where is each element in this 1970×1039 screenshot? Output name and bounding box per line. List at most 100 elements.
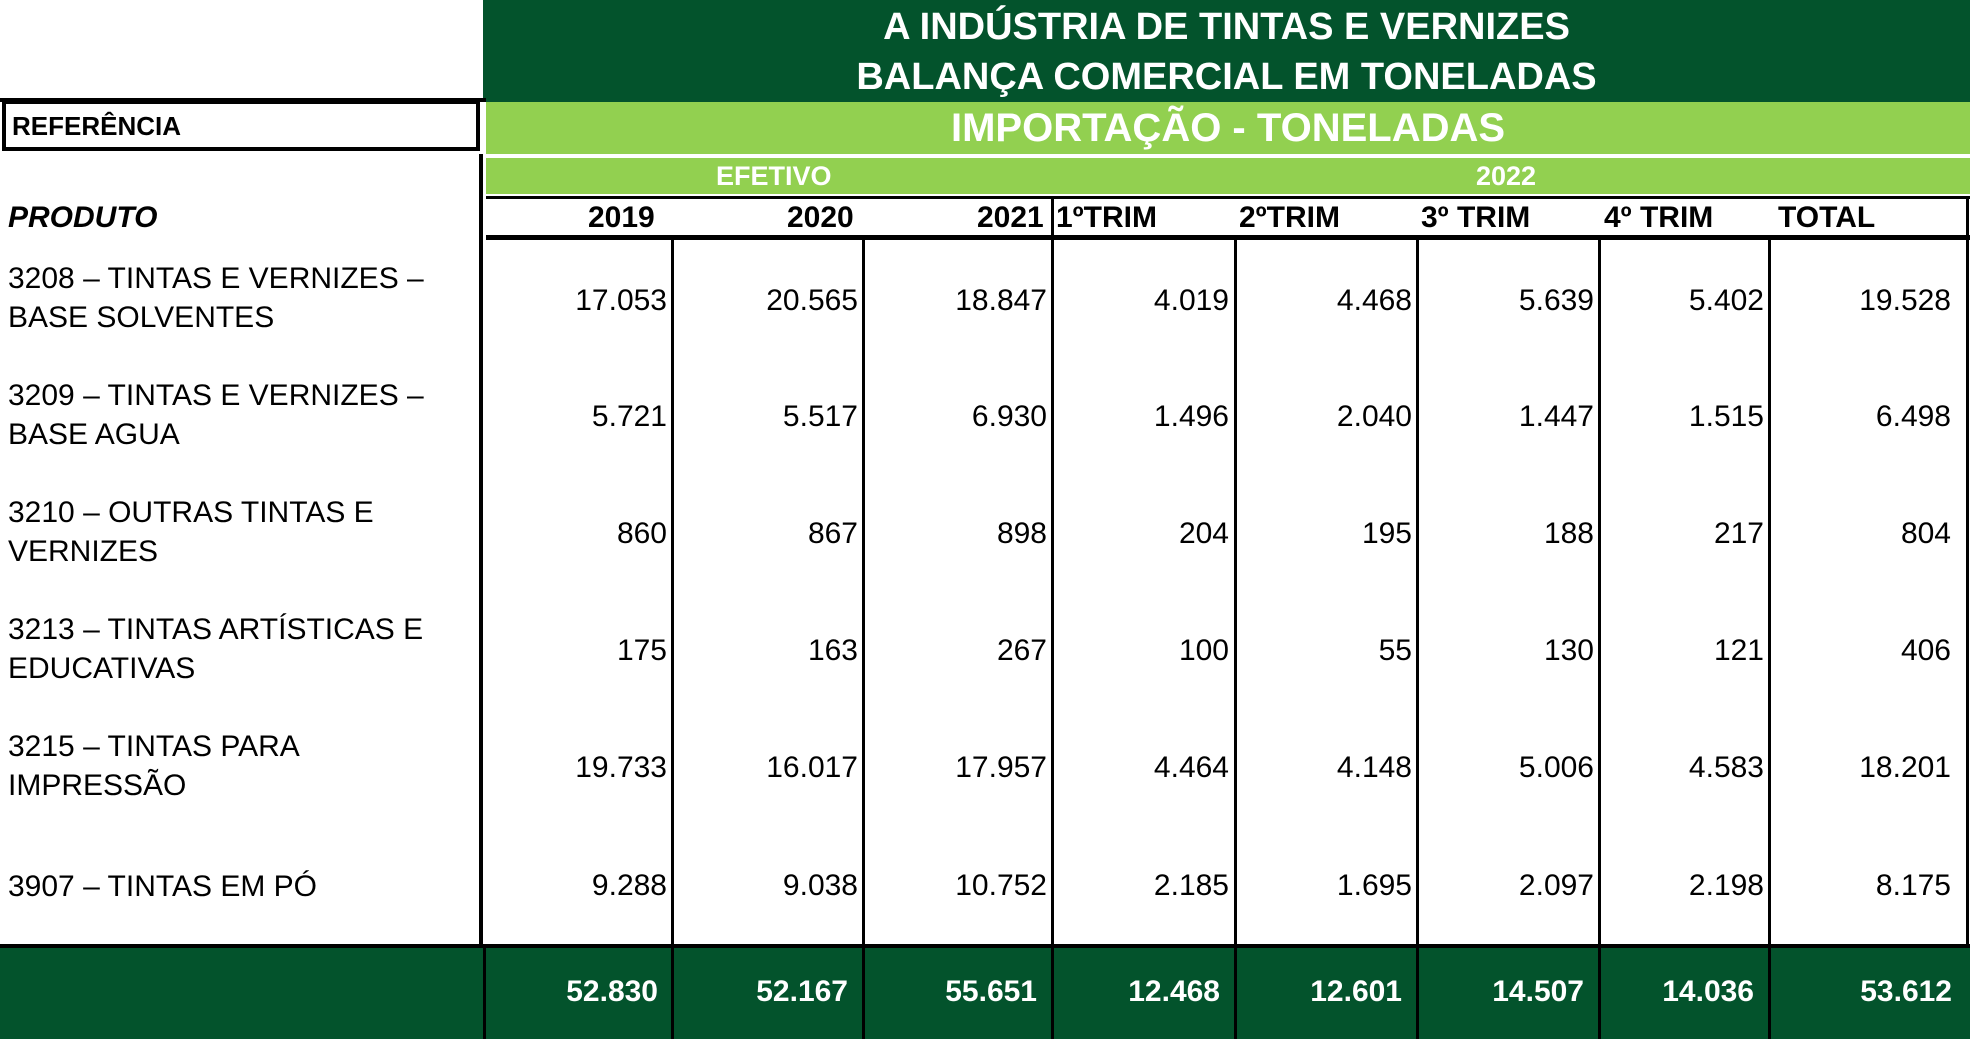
- column-divider: [1051, 198, 1054, 944]
- table-cell: 175: [616, 634, 667, 667]
- table-row-label: 3210 – OUTRAS TINTAS E VERNIZES: [8, 493, 468, 571]
- table-cell: 5.402: [1688, 284, 1764, 317]
- title-line-1: A INDÚSTRIA DE TINTAS E VERNIZES: [883, 6, 1570, 48]
- column-divider: [1234, 944, 1237, 1039]
- table-cell: 4.583: [1688, 751, 1764, 784]
- table-cell: 9.038: [782, 869, 858, 902]
- title-line-2: BALANÇA COMERCIAL EM TONELADAS: [856, 56, 1597, 98]
- column-header-q4: 4º TRIM: [1604, 201, 1714, 234]
- column-header-q2: 2ºTRIM: [1239, 201, 1340, 234]
- table-cell: 4.148: [1336, 751, 1412, 784]
- table-row-label: 3215 – TINTAS PARA IMPRESSÃO: [8, 727, 468, 805]
- column-divider: [862, 240, 865, 944]
- total-cell: 12.601: [1310, 975, 1402, 1008]
- table-cell: 217: [1713, 517, 1764, 550]
- table-row-label: 3208 – TINTAS E VERNIZES – BASE SOLVENTE…: [8, 259, 468, 337]
- table-cell: 8.175: [1875, 869, 1951, 902]
- table-cell: 204: [1178, 517, 1229, 550]
- product-name-line-2: BASE SOLVENTES: [8, 301, 275, 334]
- table-cell: 9.288: [591, 869, 667, 902]
- product-name-line-1: 3210 – OUTRAS TINTAS E: [8, 496, 374, 529]
- column-divider: [1234, 240, 1237, 944]
- table-title: A INDÚSTRIA DE TINTAS E VERNIZES BALANÇA…: [483, 0, 1970, 102]
- table-cell: 4.468: [1336, 284, 1412, 317]
- column-header-q3: 3º TRIM: [1421, 201, 1531, 234]
- table-cell: 860: [616, 517, 667, 550]
- table-cell: 1.496: [1153, 400, 1229, 433]
- column-divider: [1768, 240, 1771, 944]
- section-header: IMPORTAÇÃO - TONELADAS: [486, 102, 1970, 154]
- table-cell: 1.515: [1688, 400, 1764, 433]
- period-year-label: 2022: [1476, 161, 1537, 191]
- table-cell: 898: [996, 517, 1047, 550]
- table-cell: 10.752: [955, 869, 1047, 902]
- product-name-line-2: IMPRESSÃO: [8, 769, 187, 802]
- table-cell: 2.097: [1518, 869, 1594, 902]
- table-cell: 121: [1713, 634, 1764, 667]
- column-header-2019: 2019: [588, 201, 655, 234]
- column-divider: [1051, 944, 1054, 1039]
- table-row-label: 3209 – TINTAS E VERNIZES – BASE AGUA: [8, 376, 468, 454]
- product-name-line-2: EDUCATIVAS: [8, 652, 196, 685]
- total-cell: 55.651: [945, 975, 1037, 1008]
- period-efetivo-label: EFETIVO: [716, 161, 832, 191]
- table-cell: 55: [1378, 634, 1412, 667]
- table-cell: 195: [1361, 517, 1412, 550]
- table-cell: 4.019: [1153, 284, 1229, 317]
- product-name-line-1: 3208 – TINTAS E VERNIZES –: [8, 262, 424, 295]
- table-cell: 2.198: [1688, 869, 1764, 902]
- total-cell: 52.167: [756, 975, 848, 1008]
- product-name-line-1: 3209 – TINTAS E VERNIZES –: [8, 379, 424, 412]
- table-cell: 5.639: [1518, 284, 1594, 317]
- column-divider: [1598, 944, 1601, 1039]
- product-column-header: PRODUTO: [8, 201, 158, 234]
- table-cell: 804: [1900, 517, 1951, 550]
- column-header-q1: 1ºTRIM: [1056, 201, 1157, 234]
- product-name-line-2: VERNIZES: [8, 535, 159, 568]
- column-divider: [671, 240, 674, 944]
- table-cell: 18.201: [1859, 751, 1951, 784]
- total-cell: 53.612: [1860, 975, 1952, 1008]
- column-divider: [483, 944, 486, 1039]
- product-name-line-1: 3215 – TINTAS PARA: [8, 730, 300, 763]
- product-column: [0, 154, 483, 944]
- product-name-line-2: BASE AGUA: [8, 418, 180, 451]
- table-cell: 5.721: [591, 400, 667, 433]
- total-cell: 14.036: [1662, 975, 1754, 1008]
- column-divider: [1768, 944, 1771, 1039]
- table-cell: 406: [1900, 634, 1951, 667]
- table-cell: 19.528: [1859, 284, 1951, 317]
- product-name-line-1: 3213 – TINTAS ARTÍSTICAS E: [8, 613, 424, 646]
- column-divider: [1416, 240, 1419, 944]
- table-cell: 188: [1543, 517, 1594, 550]
- reference-label: REFERÊNCIA: [2, 100, 480, 151]
- column-divider: [1416, 944, 1419, 1039]
- table-cell: 1.695: [1336, 869, 1412, 902]
- column-divider: [1966, 196, 1969, 944]
- table-cell: 100: [1178, 634, 1229, 667]
- column-divider: [671, 944, 674, 1039]
- table-cell: 18.847: [955, 284, 1047, 317]
- table-cell: 19.733: [575, 751, 667, 784]
- total-cell: 12.468: [1128, 975, 1220, 1008]
- table-cell: 4.464: [1153, 751, 1229, 784]
- column-header-total: TOTAL: [1778, 201, 1876, 234]
- table-row-label: 3907 – TINTAS EM PÓ: [8, 867, 468, 906]
- column-divider: [862, 944, 865, 1039]
- column-header-row: 2019 2020 2021 1ºTRIM 2ºTRIM 3º TRIM 4º …: [486, 196, 1970, 240]
- table-cell: 2.185: [1153, 869, 1229, 902]
- totals-row: [0, 944, 1970, 1039]
- table-cell: 17.957: [955, 751, 1047, 784]
- table-cell: 2.040: [1336, 400, 1412, 433]
- period-header: EFETIVO 2022: [486, 158, 1970, 194]
- table-row-label: 3213 – TINTAS ARTÍSTICAS E EDUCATIVAS: [8, 610, 468, 688]
- column-header-2021: 2021: [977, 201, 1044, 234]
- total-cell: 52.830: [566, 975, 658, 1008]
- column-header-2020: 2020: [787, 201, 854, 234]
- table-cell: 17.053: [575, 284, 667, 317]
- product-name-line-1: 3907 – TINTAS EM PÓ: [8, 870, 318, 903]
- table-cell: 267: [996, 634, 1047, 667]
- table-cell: 163: [807, 634, 858, 667]
- table-cell: 16.017: [766, 751, 858, 784]
